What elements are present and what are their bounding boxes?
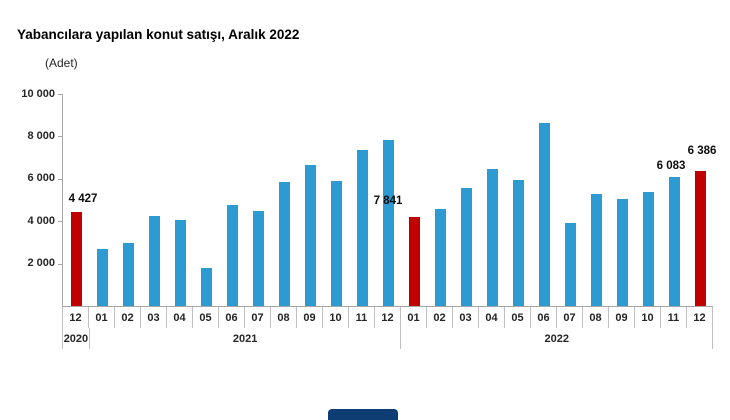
bar-2022-01 bbox=[408, 217, 420, 306]
month-label-2022-04: 04 bbox=[479, 307, 505, 328]
bar-cell-2022-08 bbox=[583, 94, 609, 306]
y-tick-label: 6 000 bbox=[27, 172, 55, 185]
bar-cell-2021-01 bbox=[89, 94, 115, 306]
month-label-2021-08: 08 bbox=[271, 307, 297, 328]
bar-cell-2021-08 bbox=[271, 94, 297, 306]
bar-cell-2021-09 bbox=[297, 94, 323, 306]
bar-2021-02 bbox=[122, 243, 134, 306]
y-tick-mark bbox=[58, 221, 63, 223]
bar-2020-12 bbox=[70, 212, 82, 306]
month-label-2021-09: 09 bbox=[297, 307, 323, 328]
month-label-2021-12: 12 bbox=[375, 307, 401, 328]
bar-2022-10 bbox=[642, 191, 654, 306]
unit-label: (Adet) bbox=[45, 56, 78, 70]
month-label-2021-11: 11 bbox=[349, 307, 375, 328]
bar-2021-08 bbox=[278, 181, 290, 306]
month-label-2022-11: 11 bbox=[661, 307, 687, 328]
month-label-2021-01: 01 bbox=[89, 307, 115, 328]
month-label-2021-05: 05 bbox=[193, 307, 219, 328]
y-tick-label: 10 000 bbox=[21, 87, 55, 100]
bar-cell-2022-07 bbox=[557, 94, 583, 306]
month-label-2022-08: 08 bbox=[583, 307, 609, 328]
y-tick-label: 8 000 bbox=[27, 129, 55, 142]
bar-2022-09 bbox=[616, 198, 628, 306]
tuik-logo bbox=[328, 409, 398, 420]
month-label-2021-06: 06 bbox=[219, 307, 245, 328]
bar-cell-2021-04 bbox=[167, 94, 193, 306]
month-label-2020-12: 12 bbox=[63, 307, 89, 328]
month-label-2022-03: 03 bbox=[453, 307, 479, 328]
bar-2022-12 bbox=[694, 170, 706, 306]
month-label-2022-02: 02 bbox=[427, 307, 453, 328]
bar-cell-2022-01 bbox=[401, 94, 427, 306]
year-label-2021: 2021 bbox=[90, 328, 402, 349]
month-label-2022-01: 01 bbox=[401, 307, 427, 328]
bar-cell-2021-11 bbox=[349, 94, 375, 306]
bar-2022-02 bbox=[434, 208, 446, 306]
value-label-2022-01: 7 841 bbox=[373, 195, 403, 208]
bar-cell-2021-10 bbox=[323, 94, 349, 306]
bar-2021-03 bbox=[148, 215, 160, 306]
value-label-2022-11: 6 083 bbox=[656, 160, 686, 173]
year-label-2020: 2020 bbox=[63, 328, 90, 349]
month-label-2022-12: 12 bbox=[687, 307, 713, 328]
bar-cell-2022-04 bbox=[479, 94, 505, 306]
bar-2021-11 bbox=[356, 149, 368, 306]
bar-cell-2022-12 bbox=[687, 94, 713, 306]
y-tick-mark bbox=[58, 178, 63, 180]
bar-cell-2021-05 bbox=[193, 94, 219, 306]
month-label-2021-10: 10 bbox=[323, 307, 349, 328]
month-label-2021-02: 02 bbox=[115, 307, 141, 328]
bar-cell-2022-11 bbox=[661, 94, 687, 306]
bar-cell-2022-05 bbox=[505, 94, 531, 306]
bar-cell-2021-07 bbox=[245, 94, 271, 306]
bar-cell-2021-06 bbox=[219, 94, 245, 306]
bar-cell-2020-12 bbox=[63, 94, 89, 306]
bar-2022-05 bbox=[512, 179, 524, 306]
bar-2022-04 bbox=[486, 169, 498, 306]
month-label-2022-09: 09 bbox=[609, 307, 635, 328]
bar-cell-2022-10 bbox=[635, 94, 661, 306]
bar-2022-08 bbox=[590, 194, 602, 306]
x-axis-years: 2020 2021 2022 bbox=[62, 328, 713, 349]
bar-2021-12 bbox=[382, 139, 394, 306]
month-label-2022-10: 10 bbox=[635, 307, 661, 328]
month-label-2022-06: 06 bbox=[531, 307, 557, 328]
bar-2021-06 bbox=[226, 205, 238, 306]
bar-2022-03 bbox=[460, 188, 472, 306]
month-label-2022-07: 07 bbox=[557, 307, 583, 328]
bar-2022-06 bbox=[538, 123, 550, 306]
y-tick-mark bbox=[58, 263, 63, 265]
y-tick-mark bbox=[58, 136, 63, 138]
x-axis-months: 12 01 02 03 04 05 06 07 08 09 10 11 12 01 02 03 04 05 06 07… bbox=[62, 307, 713, 328]
month-label-2021-03: 03 bbox=[141, 307, 167, 328]
value-label-2022-12: 6 386 bbox=[687, 144, 717, 157]
bar-2021-04 bbox=[174, 219, 186, 306]
plot-area bbox=[62, 94, 713, 307]
bar-2022-07 bbox=[564, 223, 576, 306]
value-label-2020-12: 4 427 bbox=[68, 193, 98, 206]
bar-2021-05 bbox=[200, 268, 212, 306]
bar-cell-2021-02 bbox=[115, 94, 141, 306]
bar-2021-10 bbox=[330, 181, 342, 306]
bar-cell-2022-03 bbox=[453, 94, 479, 306]
bar-cell-2022-02 bbox=[427, 94, 453, 306]
bar-cell-2022-06 bbox=[531, 94, 557, 306]
y-tick-mark bbox=[58, 94, 63, 95]
chart-title: Yabancılara yapılan konut satışı, Aralık… bbox=[17, 27, 300, 42]
year-label-2022: 2022 bbox=[401, 328, 713, 349]
bar-2021-07 bbox=[252, 210, 264, 306]
month-label-2022-05: 05 bbox=[505, 307, 531, 328]
y-tick-label: 2 000 bbox=[27, 257, 55, 270]
bar-2021-01 bbox=[96, 249, 108, 306]
month-label-2021-04: 04 bbox=[167, 307, 193, 328]
bar-cell-2021-12 bbox=[375, 94, 401, 306]
bar-2022-11 bbox=[668, 177, 680, 306]
bar-cell-2021-03 bbox=[141, 94, 167, 306]
bar-2021-09 bbox=[304, 165, 316, 306]
month-label-2021-07: 07 bbox=[245, 307, 271, 328]
y-tick-label: 4 000 bbox=[27, 214, 55, 227]
bar-cell-2022-09 bbox=[609, 94, 635, 306]
